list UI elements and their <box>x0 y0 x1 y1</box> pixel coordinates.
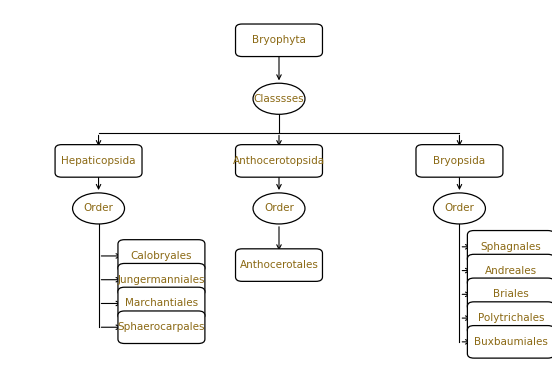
FancyBboxPatch shape <box>416 145 503 177</box>
Text: Briales: Briales <box>493 289 529 300</box>
Text: Anthocerotales: Anthocerotales <box>239 260 319 270</box>
FancyBboxPatch shape <box>235 24 323 57</box>
Text: Marchantiales: Marchantiales <box>125 298 198 308</box>
Text: Anthocerotopsida: Anthocerotopsida <box>233 156 325 166</box>
FancyBboxPatch shape <box>118 287 205 320</box>
Text: Order: Order <box>264 203 294 213</box>
Text: Sphagnales: Sphagnales <box>480 242 541 252</box>
Ellipse shape <box>253 83 305 114</box>
FancyBboxPatch shape <box>468 231 554 263</box>
Text: Polytrichales: Polytrichales <box>478 313 544 323</box>
FancyBboxPatch shape <box>55 145 142 177</box>
FancyBboxPatch shape <box>235 145 323 177</box>
Ellipse shape <box>253 193 305 224</box>
Text: Bryophyta: Bryophyta <box>252 35 306 45</box>
Ellipse shape <box>73 193 124 224</box>
Ellipse shape <box>434 193 485 224</box>
Text: Andreales: Andreales <box>485 266 537 276</box>
FancyBboxPatch shape <box>118 263 205 296</box>
FancyBboxPatch shape <box>468 254 554 287</box>
FancyBboxPatch shape <box>468 302 554 334</box>
FancyBboxPatch shape <box>468 326 554 358</box>
Text: Sphaerocarpales: Sphaerocarpales <box>118 322 205 332</box>
Text: Hepaticopsida: Hepaticopsida <box>61 156 136 166</box>
Text: Calobryales: Calobryales <box>131 251 192 261</box>
FancyBboxPatch shape <box>118 240 205 272</box>
Text: Buxbaumiales: Buxbaumiales <box>474 337 548 347</box>
FancyBboxPatch shape <box>118 311 205 344</box>
Text: Classsses: Classsses <box>254 94 304 104</box>
FancyBboxPatch shape <box>468 278 554 311</box>
FancyBboxPatch shape <box>235 249 323 281</box>
Text: Order: Order <box>445 203 474 213</box>
Text: Order: Order <box>84 203 113 213</box>
Text: Jungermanniales: Jungermanniales <box>118 275 205 285</box>
Text: Bryopsida: Bryopsida <box>434 156 485 166</box>
